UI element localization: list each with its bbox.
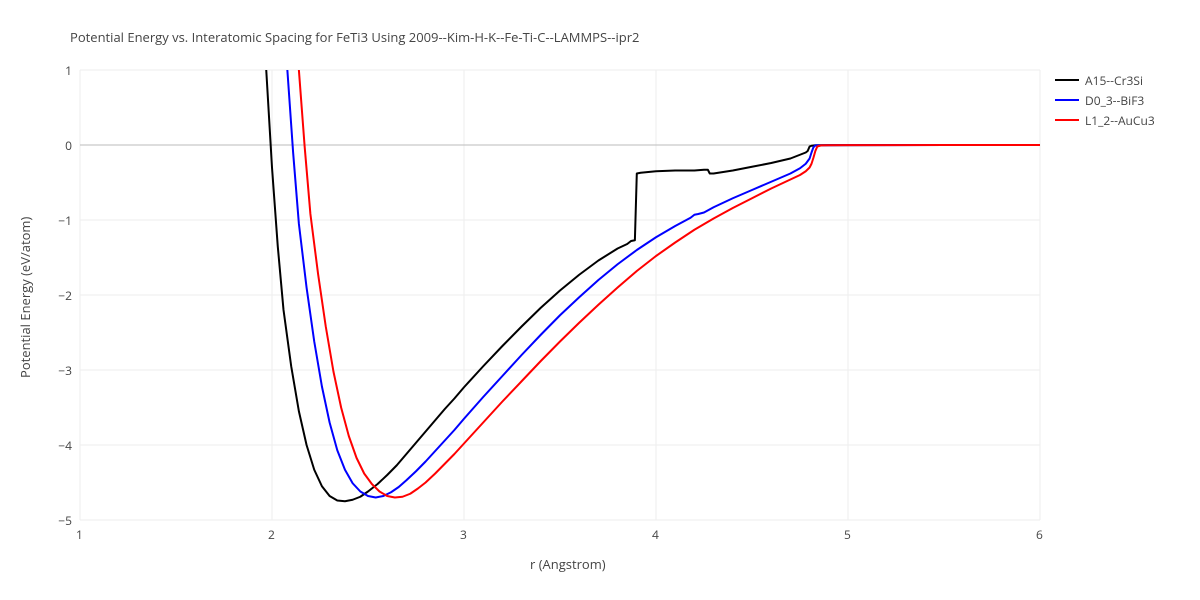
legend-label: A15--Cr3Si bbox=[1085, 72, 1143, 89]
y-tick: −1 bbox=[58, 212, 72, 229]
x-tick: 2 bbox=[268, 526, 275, 543]
x-tick: 6 bbox=[1036, 526, 1043, 543]
y-tick: −4 bbox=[58, 437, 72, 454]
legend-item[interactable]: D0_3--BiF3 bbox=[1055, 90, 1155, 110]
x-axis-label: r (Angstrom) bbox=[530, 555, 606, 573]
legend-swatch bbox=[1055, 99, 1079, 101]
legend-swatch bbox=[1055, 119, 1079, 121]
legend-swatch bbox=[1055, 79, 1079, 81]
x-tick: 1 bbox=[76, 526, 83, 543]
plot-area bbox=[0, 0, 1200, 600]
y-tick: −5 bbox=[58, 512, 72, 529]
legend-label: L1_2--AuCu3 bbox=[1085, 112, 1155, 129]
legend-item[interactable]: L1_2--AuCu3 bbox=[1055, 110, 1155, 130]
x-tick: 3 bbox=[460, 526, 467, 543]
y-tick: −3 bbox=[58, 362, 72, 379]
chart-title: Potential Energy vs. Interatomic Spacing… bbox=[70, 28, 639, 46]
x-tick: 5 bbox=[844, 526, 851, 543]
legend: A15--Cr3Si D0_3--BiF3 L1_2--AuCu3 bbox=[1055, 70, 1155, 130]
y-tick: 0 bbox=[65, 137, 72, 154]
x-tick: 4 bbox=[652, 526, 659, 543]
legend-item[interactable]: A15--Cr3Si bbox=[1055, 70, 1155, 90]
legend-label: D0_3--BiF3 bbox=[1085, 92, 1144, 109]
y-tick: −2 bbox=[58, 287, 72, 304]
y-axis-label: Potential Energy (eV/atom) bbox=[16, 217, 34, 378]
y-tick: 1 bbox=[65, 62, 72, 79]
chart-container: { "chart": { "type": "line", "title": "P… bbox=[0, 0, 1200, 600]
